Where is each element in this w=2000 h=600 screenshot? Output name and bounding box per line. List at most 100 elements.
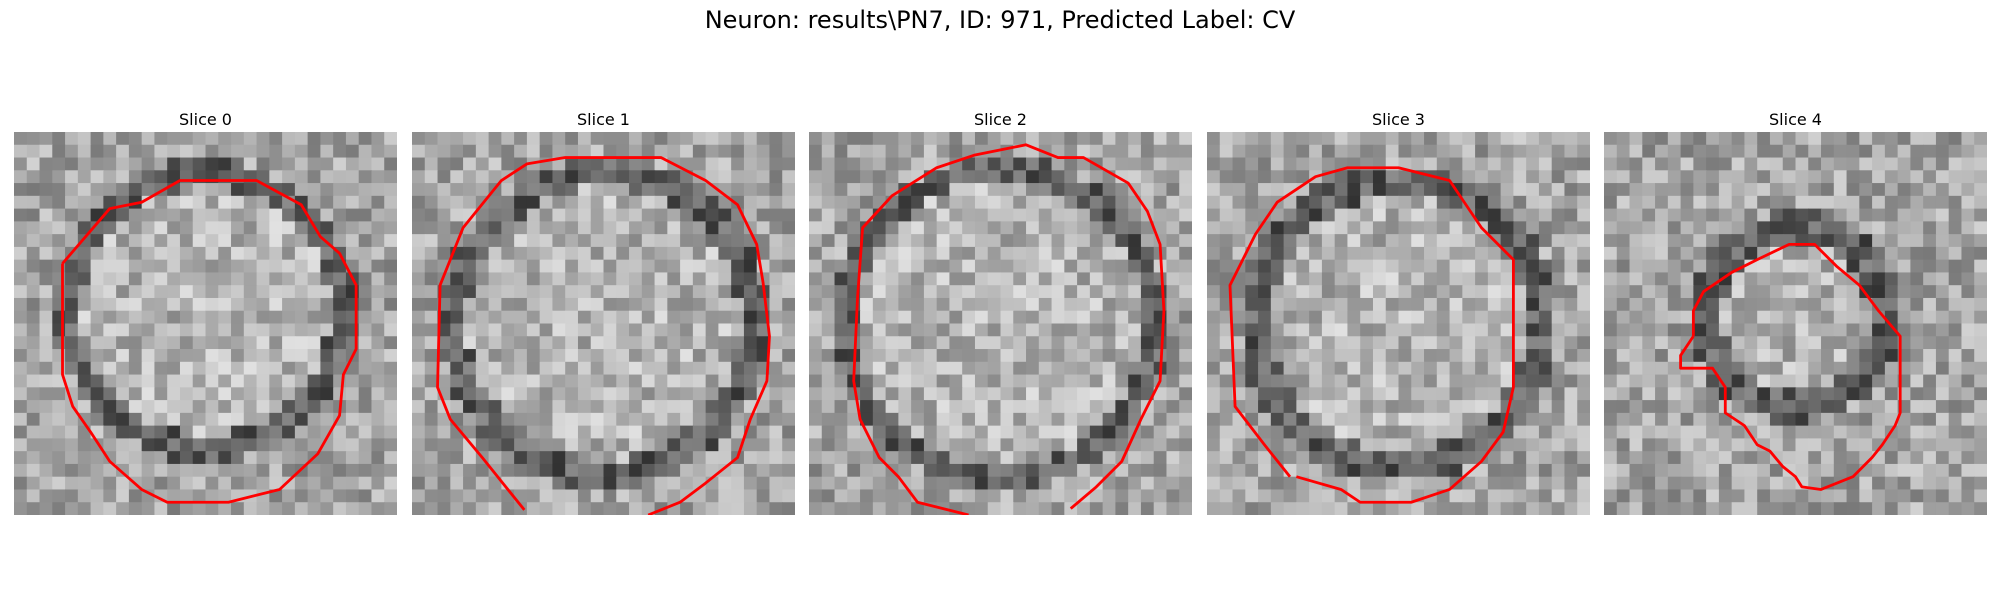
image-pixel (1897, 208, 1912, 223)
image-pixel (358, 425, 373, 440)
image-pixel (847, 208, 861, 223)
image-pixel (718, 144, 732, 159)
image-pixel (1128, 489, 1142, 503)
image-pixel (1872, 349, 1886, 363)
image-pixel (603, 336, 617, 350)
image-pixel (565, 144, 579, 159)
image-pixel (1385, 336, 1400, 350)
image-pixel (1961, 349, 1975, 363)
image-pixel (1038, 400, 1053, 414)
image-pixel (1846, 259, 1860, 274)
image-pixel (1821, 246, 1835, 261)
image-pixel (1398, 476, 1412, 491)
image-pixel (1859, 234, 1873, 248)
image-pixel (1398, 297, 1412, 312)
image-pixel (320, 208, 334, 223)
image-pixel (1846, 297, 1860, 312)
image-pixel (1769, 387, 1784, 401)
image-pixel (14, 221, 28, 235)
image-pixel (885, 374, 900, 388)
image-pixel (834, 323, 848, 337)
image-pixel (1166, 336, 1180, 350)
image-pixel (412, 208, 426, 223)
image-pixel (52, 208, 66, 223)
image-pixel (1833, 489, 1848, 503)
image-pixel (1385, 387, 1400, 401)
image-pixel (1207, 170, 1221, 184)
image-pixel (680, 438, 694, 452)
image-pixel (1385, 349, 1400, 363)
image-pixel (256, 476, 270, 491)
image-pixel (539, 221, 554, 235)
image-pixel (1462, 336, 1476, 350)
image-pixel (65, 336, 79, 350)
image-pixel (962, 451, 976, 465)
image-pixel (1321, 502, 1336, 515)
image-pixel (1232, 170, 1246, 184)
image-pixel (1077, 323, 1091, 337)
image-pixel (1179, 259, 1192, 274)
image-pixel (437, 489, 451, 503)
image-pixel (911, 361, 925, 376)
image-pixel (1757, 463, 1771, 478)
image-pixel (384, 387, 397, 401)
image-pixel (65, 323, 79, 337)
image-pixel (1064, 387, 1078, 401)
image-pixel (1360, 463, 1374, 478)
image-pixel (371, 246, 385, 261)
image-pixel (1923, 234, 1937, 248)
image-pixel (1334, 310, 1349, 325)
image-pixel (1283, 157, 1298, 171)
image-pixel (1948, 259, 1963, 274)
image-pixel (1038, 297, 1053, 312)
image-pixel (552, 476, 566, 491)
image-pixel (358, 285, 373, 299)
image-pixel (1436, 502, 1451, 515)
image-pixel (552, 297, 566, 312)
image-pixel (1910, 502, 1924, 515)
image-pixel (577, 310, 592, 325)
image-pixel (1102, 221, 1117, 235)
image-pixel (1153, 221, 1168, 235)
image-pixel (1475, 297, 1489, 312)
image-pixel (885, 234, 900, 248)
image-pixel (1449, 272, 1463, 286)
image-pixel (1935, 412, 1950, 427)
image-pixel (539, 425, 554, 440)
image-pixel (358, 234, 373, 248)
image-pixel (192, 361, 207, 376)
image-pixel (769, 451, 783, 465)
image-pixel (1296, 310, 1310, 325)
image-pixel (1616, 463, 1631, 478)
image-pixel (1821, 285, 1835, 299)
image-pixel (1258, 463, 1272, 478)
image-pixel (1974, 374, 1987, 388)
image-pixel (141, 451, 156, 465)
image-pixel (629, 438, 643, 452)
image-pixel (1309, 157, 1323, 171)
image-pixel (1270, 412, 1285, 427)
image-pixel (14, 438, 28, 452)
image-pixel (1449, 336, 1463, 350)
image-pixel (1769, 183, 1784, 197)
image-pixel (629, 451, 643, 465)
image-pixel (1974, 144, 1987, 159)
image-pixel (1655, 195, 1669, 210)
image-pixel (358, 144, 373, 159)
image-pixel (1667, 412, 1682, 427)
image-pixel (179, 297, 194, 312)
image-pixel (1219, 259, 1234, 274)
image-pixel (501, 195, 515, 210)
image-pixel (412, 361, 426, 376)
image-pixel (1089, 310, 1104, 325)
image-pixel (872, 259, 887, 274)
image-pixel (756, 195, 771, 210)
image-pixel (718, 425, 732, 440)
image-pixel (974, 400, 989, 414)
image-pixel (1245, 259, 1259, 274)
image-pixel (1398, 144, 1412, 159)
image-pixel (307, 157, 322, 171)
image-pixel (1859, 336, 1873, 350)
image-pixel (847, 259, 861, 274)
image-pixel (1821, 425, 1835, 440)
